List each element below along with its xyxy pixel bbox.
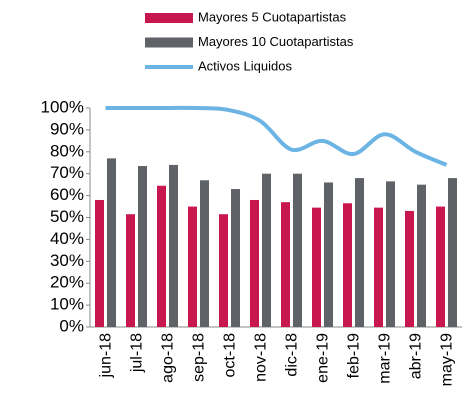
bar bbox=[219, 214, 228, 327]
bar bbox=[436, 206, 445, 327]
x-tick-label: abr-19 bbox=[408, 333, 425, 379]
y-tick-label: 40% bbox=[50, 229, 84, 248]
x-tick-label: ene-19 bbox=[315, 333, 332, 383]
x-tick-label: may-19 bbox=[439, 333, 456, 386]
y-tick-label: 50% bbox=[50, 207, 84, 226]
bar bbox=[355, 178, 364, 327]
bar bbox=[200, 180, 209, 327]
bar bbox=[231, 189, 240, 327]
x-tick-label: mar-19 bbox=[377, 333, 394, 384]
bar bbox=[169, 164, 178, 327]
bar bbox=[405, 210, 414, 327]
legend-label: Activos Liquidos bbox=[198, 58, 292, 73]
y-tick-label: 90% bbox=[50, 119, 84, 138]
bar bbox=[374, 207, 383, 327]
bar bbox=[386, 181, 395, 327]
legend-swatch bbox=[145, 13, 193, 23]
bar bbox=[448, 178, 457, 327]
y-tick-label: 20% bbox=[50, 273, 84, 292]
y-tick-label: 100% bbox=[41, 97, 84, 116]
y-tick-label: 80% bbox=[50, 141, 84, 160]
bar bbox=[95, 199, 104, 327]
x-tick-label: jul-18 bbox=[129, 333, 146, 373]
bar bbox=[138, 166, 147, 327]
y-tick-label: 60% bbox=[50, 185, 84, 204]
bar bbox=[250, 199, 259, 327]
y-tick-label: 10% bbox=[50, 295, 84, 314]
y-tick-label: 70% bbox=[50, 163, 84, 182]
line bbox=[105, 105, 448, 167]
bar bbox=[262, 173, 271, 327]
x-tick-label: jun-18 bbox=[98, 333, 115, 379]
x-tick-label: feb-19 bbox=[346, 333, 363, 378]
bar bbox=[417, 184, 426, 327]
y-tick-label: 0% bbox=[59, 316, 84, 335]
bar bbox=[126, 214, 135, 327]
bar bbox=[312, 207, 321, 327]
legend-label: Mayores 5 Cuotapartistas bbox=[198, 9, 347, 24]
y-tick-label: 30% bbox=[50, 251, 84, 270]
bar bbox=[324, 182, 333, 327]
x-tick-label: dic-18 bbox=[284, 333, 301, 377]
x-tick-label: oct-18 bbox=[222, 333, 239, 378]
x-tick-label: ago-18 bbox=[160, 333, 177, 383]
bar bbox=[188, 206, 197, 327]
x-tick-label: nov-18 bbox=[253, 333, 270, 382]
bar bbox=[157, 185, 166, 327]
bar bbox=[281, 202, 290, 327]
bar bbox=[343, 203, 352, 327]
legend-swatch bbox=[145, 37, 193, 48]
bar bbox=[107, 158, 116, 327]
legend-label: Mayores 10 Cuotapartistas bbox=[198, 34, 354, 49]
x-tick-label: sep-18 bbox=[191, 333, 208, 382]
bar bbox=[293, 173, 302, 327]
